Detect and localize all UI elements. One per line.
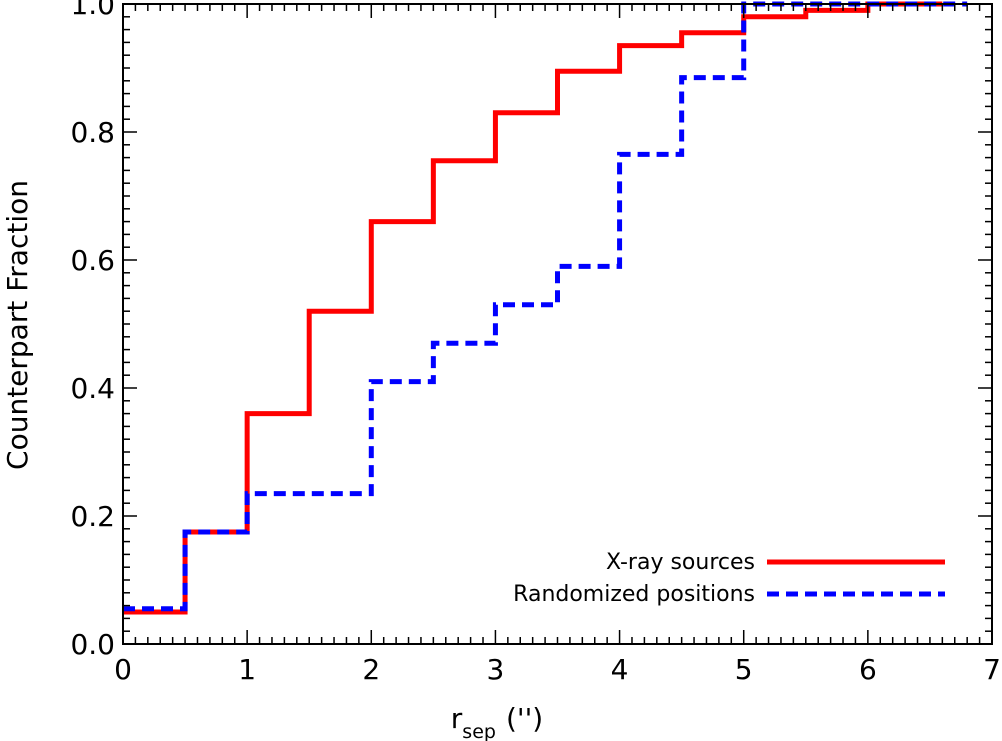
x-tick-label: 2: [362, 653, 380, 686]
x-axis-symbol: r: [451, 702, 463, 735]
x-tick-label: 1: [238, 653, 256, 686]
y-tick-label: 0.0: [70, 628, 115, 661]
axes: [122, 3, 993, 645]
series-layer: [123, 1, 968, 615]
y-tick-label: 0.4: [70, 372, 115, 405]
y-tick-label: 1.0: [70, 0, 115, 21]
x-axis-title: rsep (''): [451, 702, 543, 741]
y-tick-label: 0.2: [70, 500, 115, 533]
legend-label-random: Randomized positions: [513, 582, 755, 607]
x-tick-label: 6: [859, 653, 877, 686]
x-axis-subscript: sep: [462, 721, 496, 741]
series-randomized-positions: [123, 1, 968, 612]
x-tick-label: 7: [983, 653, 1001, 686]
legend: X-ray sources Randomized positions: [513, 550, 945, 607]
x-tick-label: 4: [611, 653, 629, 686]
x-tick-label: 3: [487, 653, 505, 686]
tick-labels: 0 1 2 3 4 5 6 7 0.0 0.2 0.4 0.6 0.8 1.0: [70, 0, 1000, 686]
x-tick-label: 5: [735, 653, 753, 686]
y-tick-label: 0.8: [70, 116, 115, 149]
x-axis-unit: (''): [506, 702, 543, 735]
y-tick-label: 0.6: [70, 244, 115, 277]
x-tick-label: 0: [114, 653, 132, 686]
series-xray-sources: [123, 1, 943, 615]
legend-label-xray: X-ray sources: [606, 550, 755, 575]
y-axis-title: Counterpart Fraction: [1, 180, 34, 470]
